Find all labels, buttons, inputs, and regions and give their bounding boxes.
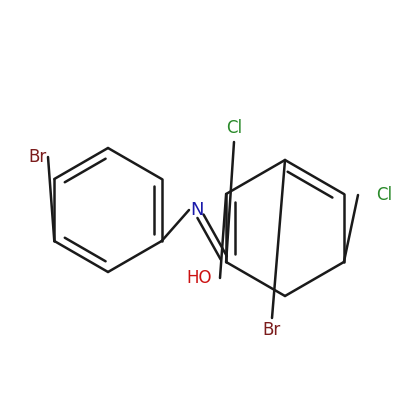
Text: Cl: Cl xyxy=(226,119,242,137)
Text: N: N xyxy=(190,201,204,219)
Text: Cl: Cl xyxy=(376,186,392,204)
Text: Br: Br xyxy=(28,148,46,166)
Text: HO: HO xyxy=(186,269,212,287)
Text: Br: Br xyxy=(263,321,281,339)
